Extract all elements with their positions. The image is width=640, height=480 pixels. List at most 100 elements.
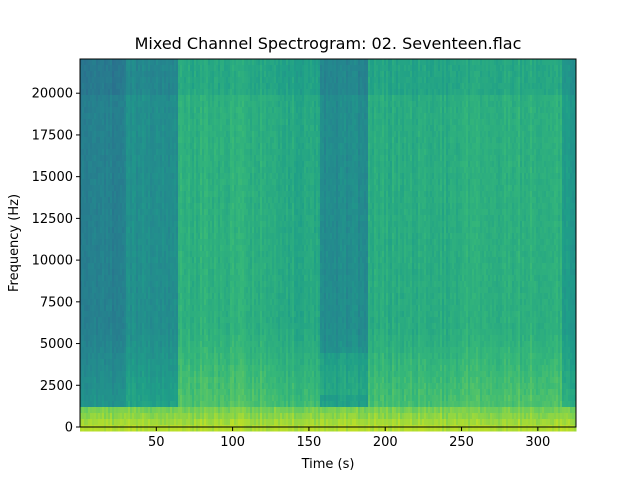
spectrogram-cell: [108, 395, 111, 402]
spectrogram-cell: [104, 119, 107, 126]
spectrogram-cell: [142, 245, 145, 252]
spectrogram-cell: [132, 239, 135, 246]
spectrogram-cell: [116, 185, 119, 192]
spectrogram-cell: [94, 305, 97, 312]
spectrogram-cell: [156, 185, 159, 192]
spectrogram-cell: [122, 209, 125, 216]
spectrogram-cell: [164, 425, 167, 432]
spectrogram-cell: [124, 329, 127, 336]
spectrogram-cell: [118, 125, 121, 132]
spectrogram-cell: [146, 269, 149, 276]
spectrogram-cell: [146, 83, 149, 90]
spectrogram-cell: [122, 341, 125, 348]
spectrogram-cell: [128, 83, 131, 90]
spectrogram-cell: [126, 209, 129, 216]
spectrogram-cell: [118, 371, 121, 378]
spectrogram-cell: [126, 347, 129, 354]
spectrogram-cell: [128, 287, 131, 294]
spectrogram-cell: [150, 413, 153, 420]
spectrogram-cell: [102, 161, 105, 168]
spectrogram-cell: [104, 221, 107, 228]
spectrogram-cell: [122, 257, 125, 264]
spectrogram-cell: [96, 365, 99, 372]
spectrogram-cell: [144, 137, 147, 144]
spectrogram-cell: [156, 383, 159, 390]
spectrogram-cell: [156, 305, 159, 312]
spectrogram-cell: [120, 155, 123, 162]
spectrogram-cell: [126, 161, 129, 168]
spectrogram-cell: [128, 89, 131, 96]
spectrogram-cell: [146, 419, 149, 426]
spectrogram-cell: [140, 221, 143, 228]
spectrogram-cell: [122, 155, 125, 162]
spectrogram-cell: [92, 221, 95, 228]
spectrogram-cell: [158, 353, 161, 360]
spectrogram-cell: [124, 173, 127, 180]
spectrogram-cell: [126, 233, 129, 240]
spectrogram-cell: [148, 305, 151, 312]
spectrogram-cell: [140, 131, 143, 138]
spectrogram-cell: [166, 119, 169, 126]
spectrogram-cell: [134, 59, 137, 66]
spectrogram-cell: [90, 239, 93, 246]
spectrogram-cell: [154, 143, 157, 150]
spectrogram-cell: [114, 137, 117, 144]
spectrogram-cell: [114, 251, 117, 258]
spectrogram-cell: [164, 365, 167, 372]
spectrogram-cell: [136, 305, 139, 312]
spectrogram-cell: [152, 275, 155, 282]
spectrogram-cell: [136, 329, 139, 336]
spectrogram-cell: [148, 107, 151, 114]
spectrogram-cell: [106, 203, 109, 210]
spectrogram-cell: [146, 347, 149, 354]
spectrogram-cell: [96, 239, 99, 246]
spectrogram-cell: [104, 143, 107, 150]
spectrogram-cell: [128, 131, 131, 138]
spectrogram-cell: [80, 281, 83, 288]
spectrogram-cell: [94, 401, 97, 408]
spectrogram-cell: [118, 89, 121, 96]
spectrogram-cell: [88, 185, 91, 192]
spectrogram-cell: [164, 215, 167, 222]
spectrogram-cell: [122, 221, 125, 228]
spectrogram-cell: [126, 119, 129, 126]
spectrogram-cell: [158, 179, 161, 186]
spectrogram-cell: [88, 413, 91, 420]
spectrogram-cell: [110, 389, 113, 396]
spectrogram-cell: [146, 293, 149, 300]
spectrogram-cell: [144, 179, 147, 186]
spectrogram-cell: [90, 191, 93, 198]
spectrogram-cell: [96, 209, 99, 216]
spectrogram-cell: [84, 65, 87, 72]
spectrogram-cell: [124, 167, 127, 174]
spectrogram-cell: [106, 419, 109, 426]
spectrogram-cell: [158, 191, 161, 198]
spectrogram-cell: [118, 161, 121, 168]
spectrogram-cell: [138, 263, 141, 270]
spectrogram-cell: [112, 347, 115, 354]
spectrogram-cell: [82, 419, 85, 426]
spectrogram-cell: [148, 71, 151, 78]
spectrogram-cell: [112, 287, 115, 294]
spectrogram-cell: [96, 203, 99, 210]
spectrogram-cell: [138, 149, 141, 156]
spectrogram-cell: [128, 197, 131, 204]
spectrogram-cell: [164, 131, 167, 138]
spectrogram-cell: [86, 371, 89, 378]
spectrogram-cell: [142, 347, 145, 354]
spectrogram-cell: [82, 59, 85, 66]
spectrogram-cell: [126, 281, 129, 288]
spectrogram-cell: [140, 59, 143, 66]
spectrogram-cell: [148, 287, 151, 294]
spectrogram-cell: [156, 113, 159, 120]
spectrogram-cell: [132, 419, 135, 426]
spectrogram-cell: [166, 71, 169, 78]
spectrogram-cell: [82, 281, 85, 288]
spectrogram-cell: [84, 311, 87, 318]
spectrogram-cell: [110, 425, 113, 432]
spectrogram-cell: [144, 401, 147, 408]
spectrogram-cell: [96, 107, 99, 114]
spectrogram-cell: [144, 119, 147, 126]
spectrogram-cell: [80, 233, 83, 240]
